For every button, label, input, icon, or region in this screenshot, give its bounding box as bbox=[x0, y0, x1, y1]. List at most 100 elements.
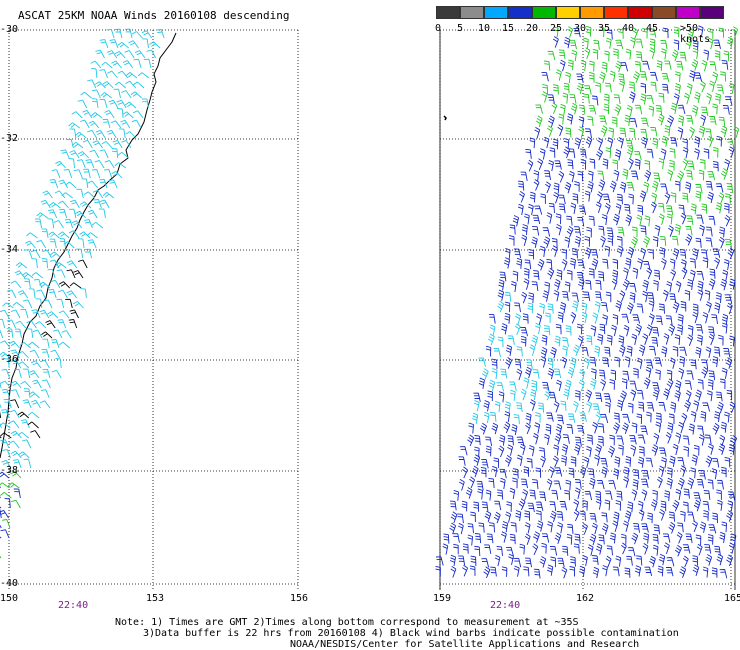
wind-barb bbox=[0, 482, 10, 489]
wind-barb bbox=[708, 215, 716, 226]
wind-barb bbox=[614, 412, 620, 423]
wind-barb bbox=[650, 81, 657, 92]
wind-barb bbox=[41, 228, 49, 239]
wind-barb bbox=[0, 422, 2, 429]
wind-barb bbox=[728, 146, 735, 158]
scale-label: 10 bbox=[477, 23, 491, 34]
wind-barb bbox=[603, 393, 612, 403]
wind-barb bbox=[594, 345, 601, 357]
wind-barb bbox=[47, 268, 56, 279]
wind-barb bbox=[645, 366, 652, 378]
wind-barb bbox=[608, 127, 615, 139]
wind-barb bbox=[554, 433, 562, 445]
wind-barb bbox=[509, 533, 516, 545]
wind-barb bbox=[686, 215, 694, 226]
wind-barb bbox=[31, 399, 41, 409]
wind-barb bbox=[676, 61, 684, 71]
wind-barb bbox=[542, 227, 551, 237]
wind-barb bbox=[715, 202, 722, 214]
wind-barb bbox=[0, 509, 9, 519]
wind-barb bbox=[589, 477, 596, 490]
wind-barb bbox=[609, 180, 617, 193]
wind-barb bbox=[698, 169, 705, 181]
wind-barb bbox=[3, 358, 10, 369]
wind-barb bbox=[643, 261, 651, 271]
wind-barb bbox=[608, 445, 615, 458]
wind-barb bbox=[87, 129, 97, 139]
wind-barb bbox=[558, 49, 566, 60]
wind-barb bbox=[21, 272, 34, 279]
wind-barb bbox=[532, 214, 541, 225]
wind-barb bbox=[642, 290, 648, 303]
wind-barb bbox=[669, 293, 677, 303]
wind-barb bbox=[709, 61, 717, 71]
wind-barb bbox=[23, 458, 32, 469]
wind-barb bbox=[654, 224, 661, 237]
wind-barb bbox=[627, 158, 634, 170]
wind-barb bbox=[693, 499, 701, 512]
wind-barb bbox=[687, 279, 694, 291]
wind-barb bbox=[58, 289, 68, 299]
wind-barb bbox=[24, 278, 31, 289]
wind-barb bbox=[88, 120, 100, 129]
wind-barb bbox=[474, 545, 481, 557]
wind-barb bbox=[626, 146, 634, 159]
wind-barb bbox=[636, 303, 644, 314]
wind-barb bbox=[628, 91, 636, 103]
wind-barb bbox=[657, 113, 665, 126]
wind-barb bbox=[574, 436, 582, 447]
wind-barb bbox=[632, 267, 639, 279]
wind-barb bbox=[555, 213, 562, 225]
wind-barb bbox=[591, 258, 599, 270]
wind-barb bbox=[631, 489, 638, 501]
wind-barb bbox=[572, 248, 578, 259]
wind-barb bbox=[91, 68, 98, 79]
wind-barb bbox=[435, 565, 441, 577]
wind-barb bbox=[562, 545, 569, 556]
wind-barb bbox=[565, 71, 571, 83]
wind-barb bbox=[646, 402, 655, 412]
wind-barb bbox=[23, 249, 33, 259]
wind-barb bbox=[683, 488, 690, 499]
wind-barb bbox=[707, 191, 714, 204]
wind-barb bbox=[488, 477, 495, 489]
wind-barb bbox=[35, 298, 43, 309]
wind-barb bbox=[601, 61, 608, 73]
wind-barb bbox=[584, 236, 591, 247]
wind-barb bbox=[17, 351, 29, 359]
wind-barb bbox=[719, 226, 725, 238]
wind-barb bbox=[640, 82, 647, 94]
wind-barb bbox=[546, 478, 553, 491]
wind-barb bbox=[570, 102, 578, 115]
wind-barb bbox=[604, 499, 611, 511]
wind-barb bbox=[142, 38, 149, 49]
lon-label: 162 bbox=[576, 593, 595, 604]
wind-barb bbox=[689, 70, 696, 82]
wind-barb bbox=[604, 202, 611, 215]
wind-barb bbox=[8, 482, 20, 489]
wind-barb bbox=[10, 399, 20, 409]
wind-barb bbox=[694, 91, 701, 103]
wind-barb bbox=[547, 357, 554, 369]
scale-swatch bbox=[532, 6, 556, 19]
wind-barb bbox=[696, 478, 705, 489]
wind-barb bbox=[730, 533, 737, 545]
wind-barb bbox=[663, 533, 671, 543]
wind-barb bbox=[10, 450, 22, 459]
wind-barb bbox=[78, 259, 88, 269]
wind-barb bbox=[637, 258, 643, 270]
wind-barb bbox=[556, 511, 564, 521]
note-line-3: NOAA/NESDIS/Center for Satellite Applica… bbox=[290, 639, 640, 650]
wind-barb bbox=[585, 25, 592, 37]
wind-barb bbox=[494, 500, 502, 511]
wind-barb bbox=[80, 91, 92, 99]
wind-barb bbox=[91, 89, 101, 99]
wind-barb bbox=[75, 210, 86, 219]
wind-barb bbox=[553, 279, 561, 291]
wind-barb bbox=[561, 259, 568, 271]
wind-barb bbox=[578, 126, 585, 138]
wind-barb bbox=[686, 115, 694, 125]
wind-barb bbox=[661, 135, 668, 147]
wind-barb bbox=[685, 533, 693, 543]
wind-barb bbox=[599, 115, 607, 125]
